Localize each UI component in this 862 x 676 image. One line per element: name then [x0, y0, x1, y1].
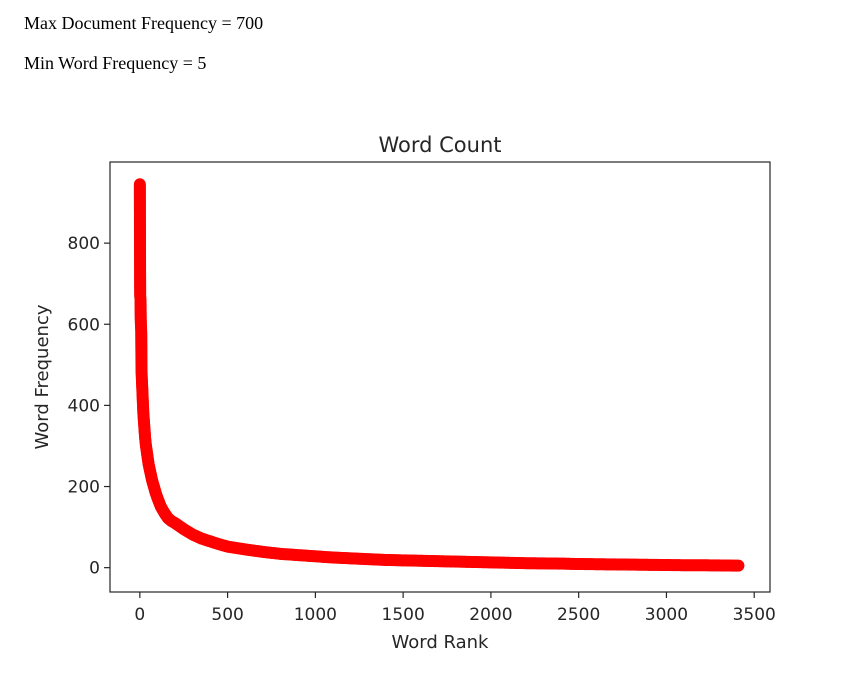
y-tick-label: 800: [68, 234, 100, 254]
max-document-frequency-text: Max Document Frequency = 700: [24, 13, 264, 33]
min-word-frequency-text: Min Word Frequency = 5: [24, 53, 207, 73]
x-tick-label: 3000: [645, 605, 688, 625]
plot-frame: [109, 161, 771, 593]
chart-title: Word Count: [378, 133, 501, 157]
x-tick-label: 1000: [294, 605, 337, 625]
y-tick-label: 400: [68, 396, 100, 416]
data-point: [732, 559, 745, 572]
y-axis-ticks: 0 200 400 600 800: [68, 234, 110, 579]
x-tick-label: 3500: [733, 605, 776, 625]
y-tick-label: 0: [89, 559, 100, 579]
y-tick-label: 600: [68, 315, 100, 335]
scatter-points: [133, 178, 745, 572]
x-tick-label: 2000: [469, 605, 512, 625]
y-axis-label: Word Frequency: [32, 304, 53, 449]
x-tick-label: 0: [134, 605, 145, 625]
x-axis-label: Word Rank: [392, 632, 490, 653]
x-tick-label: 1500: [382, 605, 425, 625]
x-tick-label: 500: [211, 605, 243, 625]
x-tick-label: 2500: [557, 605, 600, 625]
y-tick-label: 200: [68, 478, 100, 498]
x-axis-ticks: 0 500 1000 1500 2000 2500 3000 3500: [134, 592, 776, 625]
